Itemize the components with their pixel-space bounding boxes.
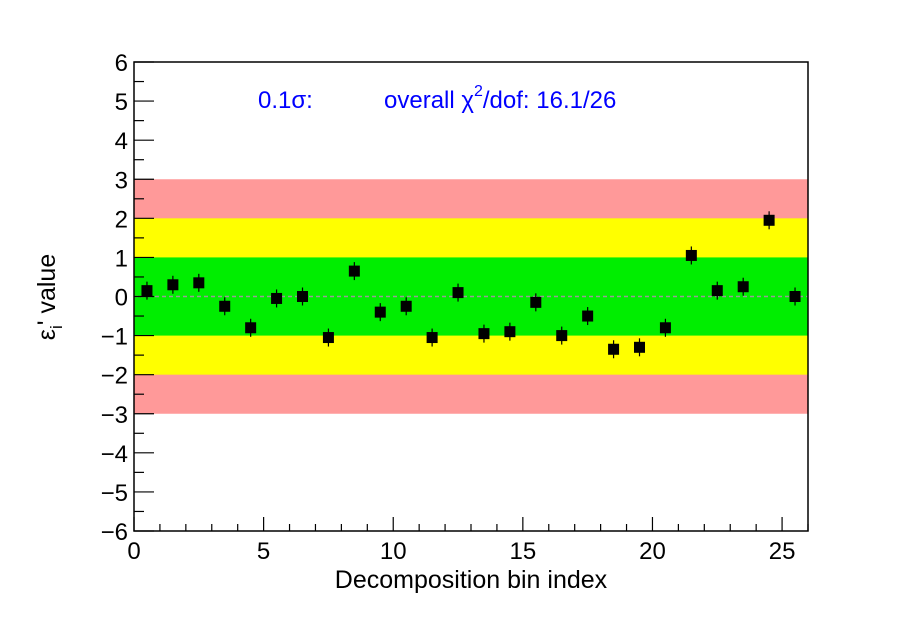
y-tick-label: −5 [101,480,128,507]
x-tick-label: 15 [509,538,536,565]
data-point [245,322,257,334]
data-point [141,285,153,297]
data-point [685,249,697,261]
y-tick-label: −3 [101,402,128,429]
data-point [478,328,490,340]
x-tick-label: 5 [257,538,270,565]
data-point [426,332,438,344]
y-axis-title: εi' value [33,254,66,340]
chi2-prefix: overall χ [384,87,474,114]
data-point [348,265,360,277]
y-tick-label: −6 [101,519,128,546]
data-point [659,322,671,334]
data-points [141,211,801,359]
data-point [297,291,308,302]
y-axis-title-sub: i [47,325,66,329]
data-point [763,214,775,226]
data-point [530,296,542,308]
chi2-suffix: /dof: 16.1/26 [483,87,616,114]
data-point [167,279,179,291]
y-tick-label: 6 [115,50,128,77]
data-point [400,300,412,312]
x-tick-label: 10 [380,538,407,565]
y-tick-label: 1 [115,245,128,272]
chi2-superscript: 2 [474,83,483,100]
y-tick-label: 0 [115,285,128,312]
y-axis-title-main: ε [33,329,61,340]
data-point [711,285,723,297]
data-point [374,306,386,318]
y-tick-label: 3 [115,167,128,194]
y-tick-label: 5 [115,89,128,116]
data-point [582,310,594,322]
data-point [219,300,231,312]
data-point [504,326,516,338]
data-point [193,277,205,289]
data-point [452,287,464,299]
y-tick-label: 4 [115,128,128,155]
data-point [634,341,645,353]
y-tick-label: 2 [115,206,128,233]
data-point [271,292,283,304]
data-point [322,332,334,344]
x-axis-title: Decomposition bin index [335,566,608,594]
data-point [556,330,568,342]
axis-ticks: 0 5 10 15 20 25 −6 −5 −4 −3 −2 −1 0 1 2 3 4 5 6 [101,50,809,565]
x-tick-label: 20 [639,538,666,565]
y-tick-label: −1 [101,324,128,351]
y-tick-label: −4 [101,441,128,468]
y-tick-label: −2 [101,363,128,390]
y-axis-title-rest: ' value [33,254,61,325]
x-tick-label: 0 [127,538,140,565]
data-point [789,291,801,302]
data-point [608,343,620,355]
x-tick-label: 25 [769,538,796,565]
chi2-label: overall χ2/dof: 16.1/26 [384,83,616,114]
data-point [737,281,749,293]
sigma-label: 0.1σ: [258,87,313,114]
